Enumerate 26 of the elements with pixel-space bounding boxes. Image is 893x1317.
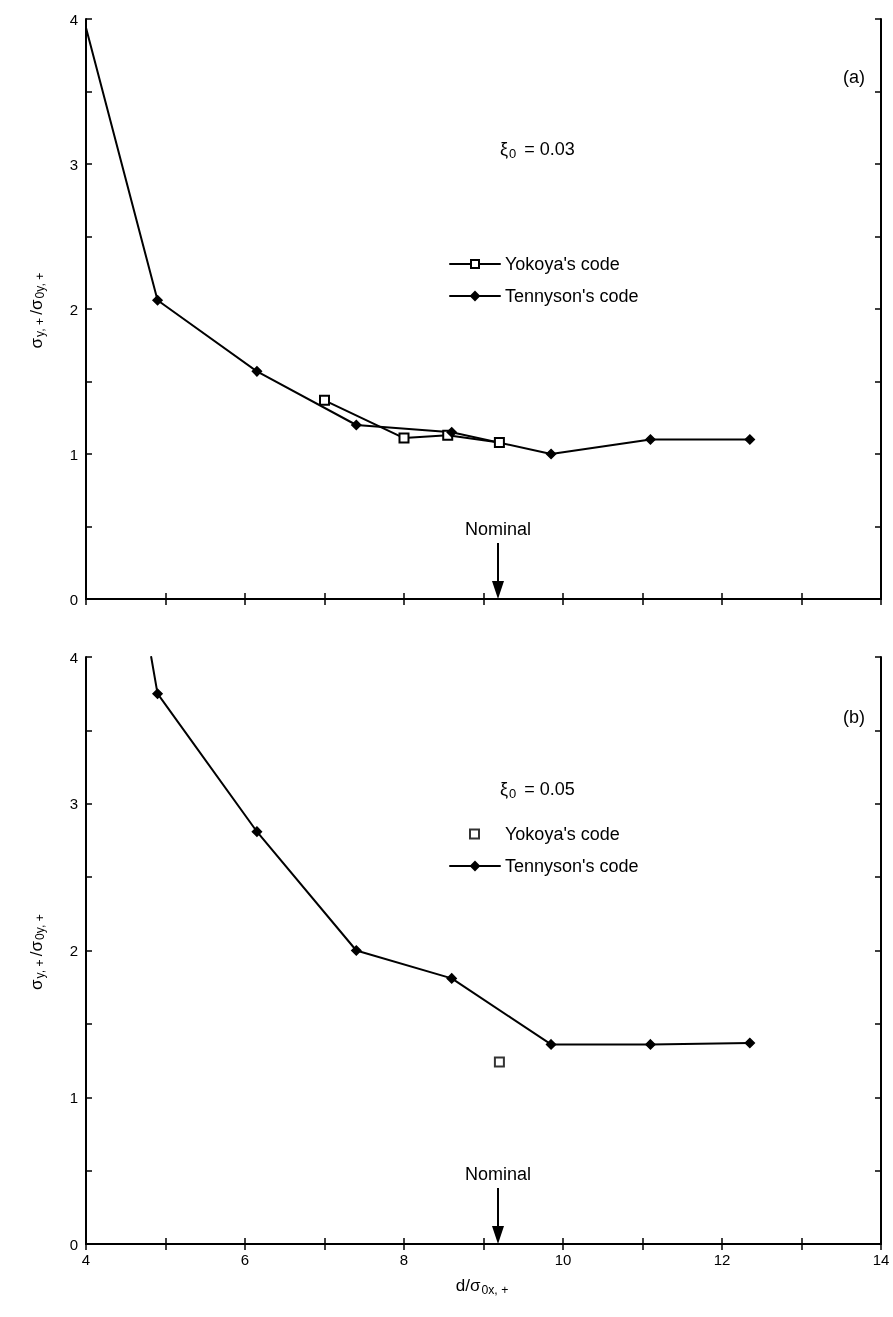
- y-tick-label: 2: [69, 942, 78, 959]
- x-tick-label: 14: [872, 1251, 890, 1268]
- x-tick-label: 10: [554, 1251, 572, 1268]
- y-tick-label: 2: [69, 300, 78, 318]
- x-tick-label: 8: [399, 1251, 409, 1268]
- x-tick-label: 4: [81, 1251, 91, 1268]
- y-tick-label: 1: [69, 1088, 78, 1106]
- y-tick-label: 0: [69, 1235, 78, 1253]
- y-axis-title: σy, +/σ0y, +: [26, 914, 47, 990]
- annotation: (b): [843, 707, 865, 727]
- y-tick-label: 4: [69, 648, 78, 666]
- annotation: Nominal: [464, 1164, 532, 1184]
- y-tick-label: 1: [69, 445, 78, 463]
- legend-label: Yokoya's code: [505, 824, 620, 844]
- legend-label: Yokoya's code: [505, 254, 620, 274]
- annotation: Nominal: [464, 519, 532, 539]
- y-tick-label: 4: [69, 10, 78, 28]
- legend-label: Tennyson's code: [505, 856, 639, 876]
- y-tick-label: 3: [69, 795, 78, 813]
- annotation: (a): [843, 67, 865, 87]
- legend-label: Tennyson's code: [505, 286, 639, 306]
- y-tick-label: 0: [69, 590, 78, 608]
- x-tick-label: 6: [240, 1251, 250, 1268]
- y-tick-label: 3: [69, 155, 78, 173]
- y-axis-title: σy, +/σ0y, +: [26, 272, 47, 349]
- x-tick-label: 12: [713, 1251, 731, 1268]
